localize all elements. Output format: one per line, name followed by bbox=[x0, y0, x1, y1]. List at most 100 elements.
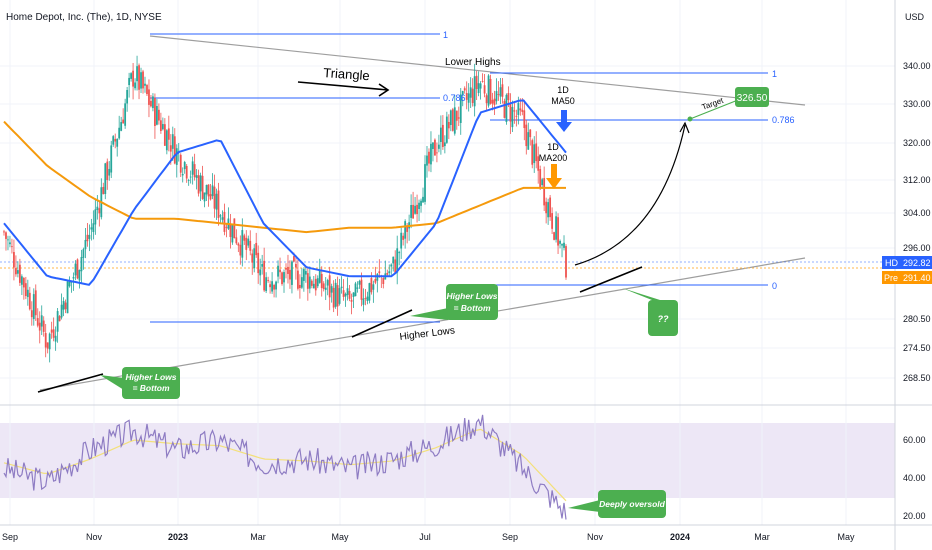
candle-body bbox=[382, 278, 385, 284]
candle-body bbox=[96, 206, 99, 211]
candle-body bbox=[257, 252, 260, 274]
candle-body bbox=[352, 292, 355, 297]
candle-body bbox=[9, 242, 11, 245]
candle-body bbox=[438, 144, 440, 149]
candle-body bbox=[213, 186, 216, 209]
currency-label[interactable]: USD bbox=[905, 12, 925, 22]
candle-body bbox=[291, 261, 293, 285]
candle-body bbox=[485, 95, 488, 104]
candle-body bbox=[263, 260, 266, 291]
candle-body bbox=[68, 281, 71, 287]
candle-body bbox=[243, 235, 246, 241]
candle-body bbox=[547, 202, 550, 218]
candles bbox=[3, 55, 567, 363]
pre-price-badge: Pre 291.40 bbox=[882, 271, 932, 284]
candle-body bbox=[56, 311, 59, 332]
candle-body bbox=[229, 223, 232, 238]
candle-body bbox=[481, 81, 484, 82]
candle-body bbox=[390, 264, 393, 267]
candle-body bbox=[459, 94, 462, 123]
candle-body bbox=[287, 266, 289, 274]
candle-body bbox=[497, 94, 500, 95]
candle-body bbox=[533, 144, 536, 164]
candle-body bbox=[354, 283, 357, 297]
candle-body bbox=[191, 161, 194, 175]
candle-body bbox=[80, 256, 83, 272]
candle-body bbox=[541, 179, 544, 186]
candle-body bbox=[487, 75, 490, 106]
candle-body bbox=[434, 139, 436, 156]
candle-body bbox=[398, 252, 401, 254]
candle-body bbox=[312, 283, 315, 289]
candle-body bbox=[128, 77, 131, 86]
candle-body bbox=[146, 85, 148, 95]
candle-body bbox=[239, 244, 242, 256]
candle-body bbox=[92, 223, 95, 233]
candle-body bbox=[140, 72, 142, 89]
candle-body bbox=[112, 136, 115, 145]
candle-body bbox=[386, 272, 389, 275]
rsi-tick-label: 60.00 bbox=[903, 435, 926, 445]
candle-body bbox=[261, 264, 264, 267]
candle-body bbox=[330, 286, 333, 293]
drawings bbox=[37, 81, 739, 393]
candle-body bbox=[251, 253, 254, 263]
candle-body bbox=[463, 88, 466, 91]
candle-body bbox=[233, 218, 236, 239]
candle-body bbox=[473, 76, 476, 107]
candle-body bbox=[11, 246, 13, 248]
candle-body bbox=[253, 248, 256, 269]
candle-body bbox=[245, 237, 248, 250]
candle-body bbox=[535, 143, 538, 162]
candle-body bbox=[34, 290, 37, 316]
candle-body bbox=[426, 155, 428, 166]
candle-body bbox=[511, 106, 514, 128]
price-tick-label: 268.50 bbox=[903, 373, 931, 383]
candle-body bbox=[88, 234, 91, 239]
candle-body bbox=[30, 310, 33, 318]
candle-body bbox=[116, 138, 119, 147]
candle-body bbox=[414, 205, 416, 214]
candle-body bbox=[273, 284, 275, 290]
candle-body bbox=[467, 93, 470, 103]
candle-body bbox=[420, 200, 422, 206]
candle-body bbox=[104, 163, 107, 194]
candle-body bbox=[142, 71, 144, 89]
candle-body bbox=[114, 138, 117, 142]
candle-body bbox=[44, 333, 47, 348]
candle-body bbox=[197, 175, 200, 194]
candle-body bbox=[517, 103, 520, 115]
time-tick-label: May bbox=[331, 532, 349, 542]
candle-body bbox=[400, 232, 403, 249]
candle-body bbox=[185, 165, 188, 179]
candle-body bbox=[418, 202, 420, 209]
candle-body bbox=[154, 98, 156, 126]
candle-body bbox=[110, 145, 113, 173]
candle-body bbox=[54, 335, 57, 342]
candle-body bbox=[320, 273, 323, 289]
candle-body bbox=[316, 278, 319, 287]
candle-body bbox=[126, 90, 129, 104]
rsi-tick-label: 20.00 bbox=[903, 511, 926, 521]
chart-title: Home Depot, Inc. (The), 1D, NYSE bbox=[6, 12, 162, 23]
candle-body bbox=[477, 83, 480, 94]
candle-body bbox=[86, 234, 89, 242]
candle-body bbox=[515, 115, 518, 117]
candle-body bbox=[295, 263, 297, 268]
projection-arrow-head bbox=[679, 121, 690, 134]
candle-body bbox=[406, 226, 409, 232]
ma200-arrow-shaft bbox=[551, 164, 557, 180]
candle-body bbox=[332, 287, 335, 308]
candle-body bbox=[539, 169, 542, 189]
candle-body bbox=[203, 192, 206, 202]
candle-body bbox=[499, 87, 502, 97]
time-tick-label: Sep bbox=[502, 532, 518, 542]
candle-body bbox=[543, 178, 546, 206]
ma50-label-1: 1D bbox=[557, 85, 569, 95]
callout1-line2: = Bottom bbox=[132, 383, 170, 393]
time-tick-label: Mar bbox=[754, 532, 770, 542]
candle-body bbox=[275, 281, 277, 290]
candle-body bbox=[513, 110, 516, 112]
